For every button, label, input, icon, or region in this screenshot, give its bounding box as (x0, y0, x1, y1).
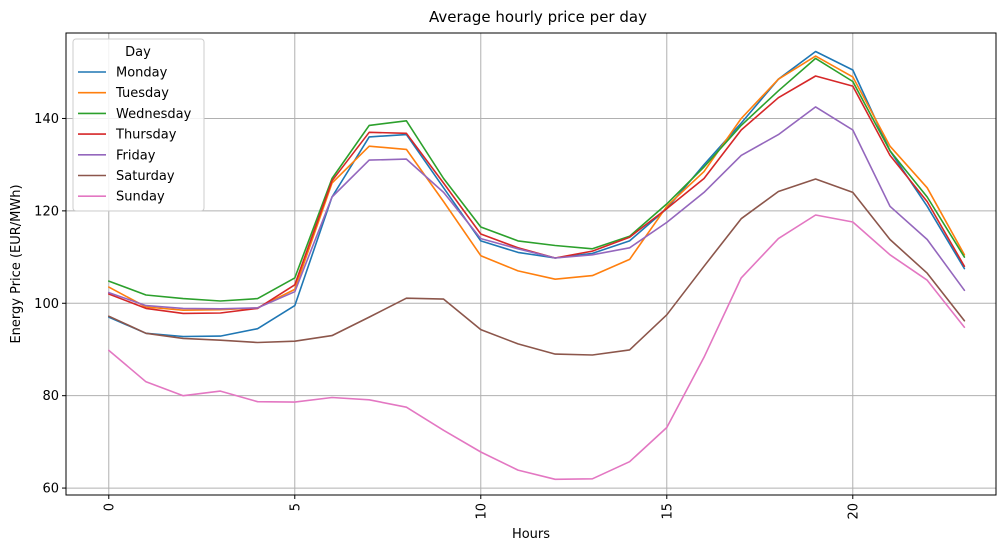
legend-label-saturday: Saturday (116, 169, 175, 184)
legend-label-monday: Monday (116, 66, 168, 81)
y-tick-label: 140 (34, 112, 59, 127)
series-group (108, 50, 966, 481)
legend-entries: Monday Tuesday Wednesday Thursday Friday Satu… (78, 66, 192, 205)
x-axis-title: Hours (512, 527, 550, 542)
x-tick-label: 20 (846, 503, 861, 520)
x-tick-label: 15 (660, 503, 675, 520)
legend-label-thursday: Thursday (115, 128, 177, 143)
y-tick-label: 120 (34, 204, 59, 219)
series-line-monday (108, 50, 966, 338)
x-axis-ticks: 0 5 10 15 20 (102, 495, 861, 520)
legend: Day Monday Tuesday Wednesday Thursday Friday… (72, 38, 205, 212)
series-line-saturday (108, 178, 966, 356)
x-tick-label: 5 (288, 503, 303, 511)
x-tick-label: 0 (102, 503, 117, 511)
y-axis-ticks: 60 80 100 120 140 (34, 112, 66, 497)
series-line-sunday (108, 214, 966, 481)
y-axis-title: Energy Price (EUR/MWh) (9, 184, 24, 343)
y-tick-label: 80 (42, 389, 59, 404)
series-line-wednesday (108, 57, 966, 302)
x-tick-label: 10 (474, 503, 489, 520)
legend-label-wednesday: Wednesday (116, 107, 192, 122)
legend-label-tuesday: Tuesday (115, 86, 169, 101)
legend-label-sunday: Sunday (116, 190, 165, 205)
legend-title: Day (125, 45, 151, 60)
grid (66, 33, 996, 495)
plot-frame (65, 32, 997, 496)
legend-box (72, 38, 205, 212)
legend-label-friday: Friday (116, 148, 156, 163)
y-tick-label: 100 (34, 297, 59, 312)
chart-title: Average hourly price per day (429, 8, 647, 26)
y-tick-label: 60 (42, 482, 59, 497)
series-line-friday (108, 106, 966, 310)
